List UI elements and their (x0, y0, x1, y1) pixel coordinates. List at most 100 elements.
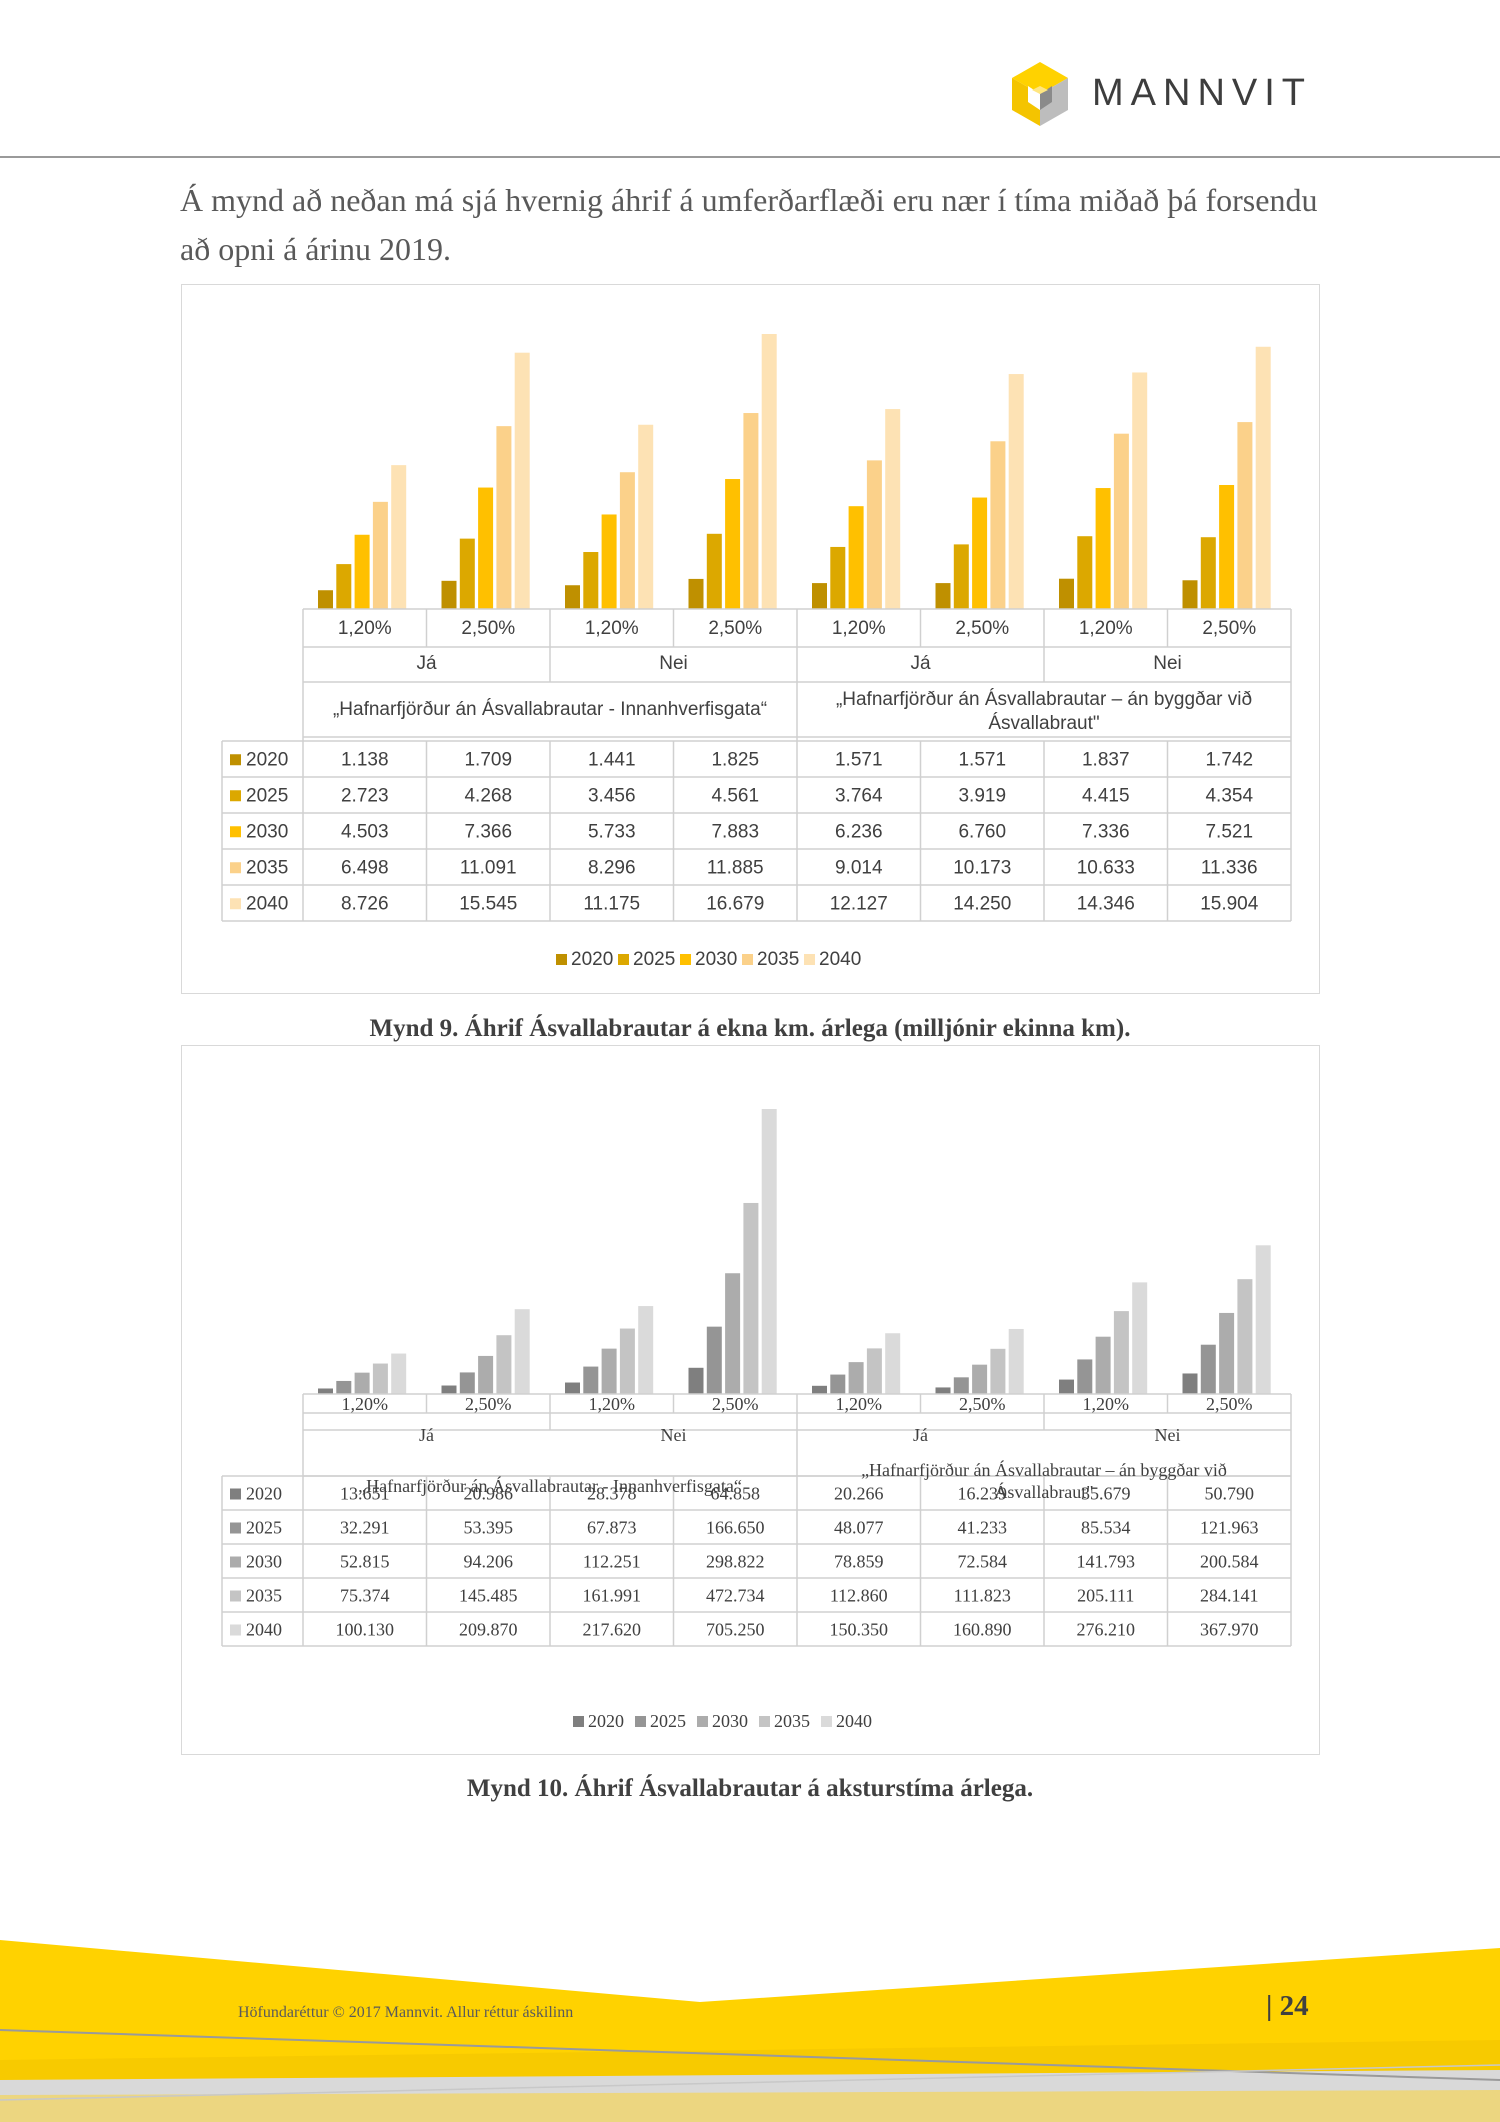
bar-2030-1 (478, 1355, 494, 1394)
bar-2040-6 (1132, 1282, 1148, 1394)
bar-2020-3 (688, 1367, 704, 1394)
legend-label-2030: 2030 (712, 1711, 748, 1731)
header-divider (0, 156, 1500, 158)
data-label-2040-4: 150.350 (830, 1619, 889, 1639)
logo-wordmark: MANNVIT (1092, 72, 1312, 114)
data-label-2030-1: 94.206 (464, 1551, 514, 1571)
data-label-2040-5: 160.890 (953, 1619, 1012, 1639)
data-label-2025-0: 2.723 (341, 786, 389, 807)
bar-2025-6 (1077, 536, 1093, 609)
legend-label-2035: 2035 (757, 949, 799, 970)
data-label-2020-3: 1.825 (711, 750, 759, 771)
data-label-2030-5: 6.760 (958, 822, 1006, 843)
data-label-2030-0: 52.815 (340, 1551, 390, 1571)
group-label-0: Já (419, 1425, 434, 1445)
scenario-label-0: „Hafnarfjörður án Ásvallabrautar - Innan… (358, 1475, 742, 1496)
scenario-label-1: „Hafnarfjörður án Ásvallabrautar – án by… (861, 1459, 1227, 1502)
bar-2040-7 (1255, 346, 1271, 609)
bar-2025-4 (830, 1374, 846, 1394)
bar-2020-1 (441, 580, 457, 609)
data-label-2020-6: 35.679 (1081, 1483, 1131, 1503)
bar-2030-2 (601, 1348, 617, 1394)
bar-2025-4 (830, 546, 846, 609)
data-label-2030-7: 7.521 (1205, 822, 1253, 843)
row-legend-swatch-2030 (230, 1556, 241, 1568)
figure10-chart: 1,20% 2,50% 1,20% 2,50% 1,20% 2,50% 1,20% 2,50%… (181, 1045, 1320, 1755)
data-label-2020-3: 64.858 (711, 1483, 761, 1503)
bar-2025-1 (459, 1372, 475, 1394)
row-legend-swatch-2040 (230, 898, 241, 910)
legend-swatch-2035 (759, 1716, 770, 1727)
category-label-6: 1,20% (1083, 1394, 1130, 1414)
bar-2040-5 (1008, 1328, 1024, 1394)
bar-2025-6 (1077, 1359, 1093, 1394)
group-label-2: Já (910, 653, 931, 674)
figure9-svg: 1,20% 2,50% 1,20% 2,50% 1,20% 2,50% 1,20% 2,50%… (221, 334, 1292, 970)
row-legend-swatch-2020 (230, 1488, 241, 1500)
bar-2030-4 (848, 506, 864, 609)
data-label-2030-4: 78.859 (834, 1551, 884, 1571)
data-label-2040-3: 16.679 (706, 894, 764, 915)
bar-2035-2 (619, 1328, 635, 1394)
data-label-2025-5: 3.919 (958, 786, 1006, 807)
legend-label-2040: 2040 (819, 949, 861, 970)
data-label-2025-4: 48.077 (834, 1517, 884, 1537)
data-label-2040-0: 8.726 (341, 894, 389, 915)
bar-2030-3 (725, 479, 741, 609)
row-legend-swatch-2020 (230, 754, 241, 766)
bar-2035-0 (372, 1363, 388, 1394)
bar-2020-4 (812, 583, 827, 609)
row-label-2035: 2035 (246, 858, 288, 879)
bar-2030-0 (354, 534, 370, 609)
data-label-2030-2: 112.251 (583, 1551, 641, 1571)
data-label-2040-1: 209.870 (459, 1619, 518, 1639)
category-label-7: 2,50% (1202, 618, 1256, 639)
category-label-5: 2,50% (955, 618, 1009, 639)
data-label-2020-2: 28.378 (587, 1483, 637, 1503)
data-label-2040-7: 367.970 (1200, 1619, 1259, 1639)
bar-2020-2 (565, 585, 580, 609)
data-label-2040-6: 276.210 (1077, 1619, 1136, 1639)
legend-swatch-2020 (573, 1716, 584, 1727)
data-label-2035-3: 11.885 (707, 858, 764, 879)
bar-2040-3 (761, 1109, 777, 1394)
row-label-2035: 2035 (246, 1585, 282, 1605)
data-label-2035-0: 6.498 (341, 858, 389, 879)
bar-2040-2 (638, 1306, 654, 1394)
category-label-1: 2,50% (461, 618, 515, 639)
figure9-caption: Mynd 9. Áhrif Ásvallabrautar á ekna km. … (369, 1015, 1131, 1042)
figure10-svg: 1,20% 2,50% 1,20% 2,50% 1,20% 2,50% 1,20% 2,50%… (221, 1109, 1292, 1731)
bar-2035-5 (990, 441, 1006, 609)
data-label-2030-6: 7.336 (1082, 822, 1130, 843)
data-label-2035-3: 472.734 (706, 1585, 765, 1605)
bar-2030-1 (478, 487, 494, 609)
data-label-2025-1: 4.268 (464, 786, 512, 807)
bar-2025-0 (336, 564, 352, 609)
data-label-2020-7: 1.742 (1205, 750, 1253, 771)
category-label-2: 1,20% (585, 618, 639, 639)
row-label-2030: 2030 (246, 822, 288, 843)
bar-2020-4 (812, 1385, 827, 1394)
row-legend-swatch-2025 (230, 790, 241, 802)
data-label-2035-4: 112.860 (830, 1585, 888, 1605)
bar-2025-2 (583, 552, 599, 609)
bar-2020-0 (318, 590, 333, 609)
bar-2020-3 (688, 578, 704, 609)
category-label-4: 1,20% (836, 1394, 883, 1414)
row-label-2025: 2025 (246, 786, 288, 807)
bar-2035-6 (1113, 433, 1129, 609)
bar-2035-3 (743, 1202, 759, 1394)
bar-2030-3 (725, 1273, 741, 1394)
data-label-2030-3: 7.883 (711, 822, 759, 843)
legend-swatch-2030 (697, 1716, 708, 1727)
row-label-2030: 2030 (246, 1551, 282, 1571)
row-legend-swatch-2035 (230, 862, 241, 874)
bar-2040-0 (391, 1353, 407, 1394)
bar-2025-1 (459, 538, 475, 609)
category-label-0: 1,20% (338, 618, 392, 639)
bar-2040-1 (514, 1309, 530, 1394)
page-number: | 24 (1266, 1990, 1309, 2022)
legend-label-2025: 2025 (633, 949, 675, 970)
data-label-2020-0: 1.138 (341, 750, 389, 771)
bar-2040-7 (1255, 1245, 1271, 1394)
